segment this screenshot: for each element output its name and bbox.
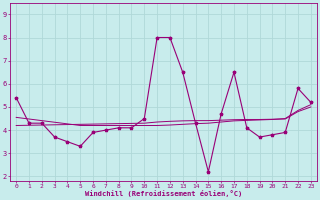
X-axis label: Windchill (Refroidissement éolien,°C): Windchill (Refroidissement éolien,°C) (85, 190, 242, 197)
